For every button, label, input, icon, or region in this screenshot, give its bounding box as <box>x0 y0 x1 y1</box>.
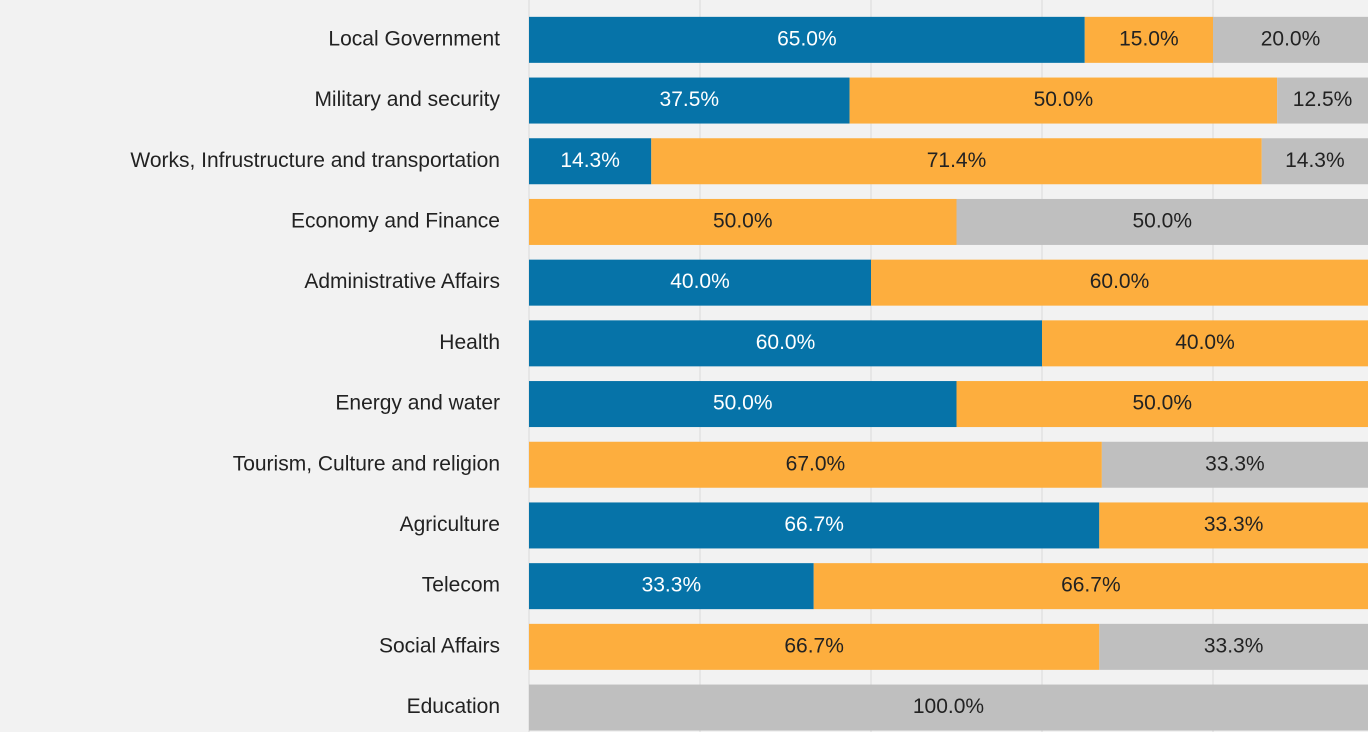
value-label: 20.0% <box>1261 27 1321 50</box>
bar-segment <box>956 198 1368 245</box>
value-label: 40.0% <box>1175 331 1235 354</box>
value-label: 33.3% <box>1204 513 1264 536</box>
category-label: Education <box>407 695 500 718</box>
bar-segment <box>529 138 652 185</box>
value-label: 50.0% <box>1132 209 1192 232</box>
bar-segment <box>529 198 957 245</box>
value-label: 66.7% <box>784 513 844 536</box>
value-label: 67.0% <box>786 452 846 475</box>
bar-segment <box>1213 16 1368 63</box>
category-label: Agriculture <box>400 513 500 536</box>
category-label: Tourism, Culture and religion <box>233 452 500 475</box>
value-label: 66.7% <box>1061 574 1121 597</box>
bar-segment <box>529 320 1042 367</box>
category-label: Works, Infrustructure and transportation <box>130 149 500 172</box>
bar-segment <box>1042 320 1368 367</box>
bar-segment <box>956 381 1368 428</box>
value-label: 14.3% <box>560 149 620 172</box>
value-label: 60.0% <box>756 331 816 354</box>
bar-segment <box>1099 623 1368 670</box>
bar-segment <box>651 138 1262 185</box>
bar-segment <box>1277 77 1368 124</box>
bar-segment <box>871 259 1368 306</box>
value-label: 50.0% <box>1132 392 1192 415</box>
bar-segment <box>1101 441 1368 488</box>
category-label: Military and security <box>314 88 500 111</box>
value-label: 37.5% <box>660 88 720 111</box>
bar-segment <box>529 684 1368 731</box>
bar-segment <box>1261 138 1368 185</box>
bar-segment <box>529 623 1100 670</box>
bar-segment <box>529 77 850 124</box>
value-label: 33.3% <box>1204 634 1264 657</box>
value-label: 65.0% <box>777 27 837 50</box>
category-label: Administrative Affairs <box>304 270 500 293</box>
value-label: 12.5% <box>1293 88 1353 111</box>
bar-segment <box>529 563 814 610</box>
category-label: Economy and Finance <box>291 209 500 232</box>
bar-segment <box>529 16 1085 63</box>
category-label: Telecom <box>422 574 500 597</box>
value-label: 15.0% <box>1119 27 1179 50</box>
bar-segment <box>529 502 1100 549</box>
value-label: 50.0% <box>713 209 773 232</box>
bar-segment <box>529 441 1102 488</box>
value-label: 100.0% <box>913 695 984 718</box>
value-label: 14.3% <box>1285 149 1345 172</box>
value-label: 33.3% <box>642 574 702 597</box>
value-label: 40.0% <box>670 270 730 293</box>
value-label: 50.0% <box>1034 88 1094 111</box>
value-label: 66.7% <box>784 634 844 657</box>
category-label: Local Government <box>328 27 500 50</box>
bar-segment <box>1084 16 1213 63</box>
value-label: 71.4% <box>927 149 987 172</box>
bar-segment <box>529 381 957 428</box>
bar-segment <box>1099 502 1368 549</box>
category-label: Energy and water <box>335 392 500 415</box>
bar-segment <box>849 77 1278 124</box>
value-label: 50.0% <box>713 392 773 415</box>
category-label: Social Affairs <box>379 634 500 657</box>
value-label: 33.3% <box>1205 452 1265 475</box>
value-label: 60.0% <box>1090 270 1150 293</box>
bar-segment <box>529 259 871 306</box>
category-label: Health <box>439 331 500 354</box>
bar-segment <box>813 563 1368 610</box>
